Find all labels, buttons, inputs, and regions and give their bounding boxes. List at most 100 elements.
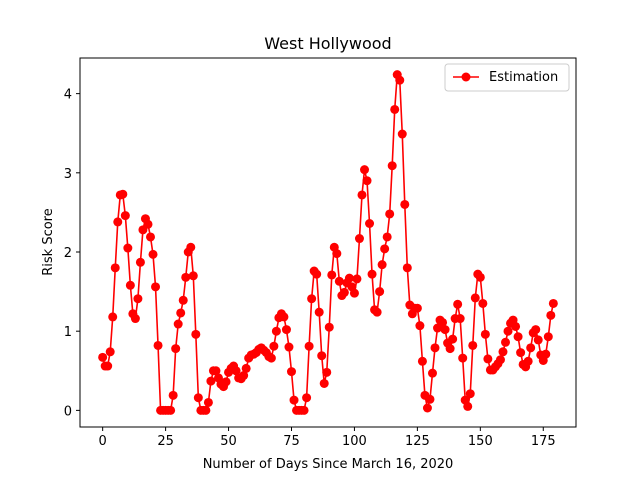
data-point (118, 189, 128, 199)
legend-label: Estimation (489, 70, 558, 85)
data-point (548, 298, 558, 308)
data-point (327, 270, 337, 280)
data-point (375, 287, 385, 297)
y-tick-label: 3 (64, 167, 72, 182)
data-point (211, 366, 221, 376)
data-point (239, 371, 249, 381)
y-tick-label: 2 (64, 246, 72, 261)
data-point (513, 332, 523, 342)
x-tick-label: 50 (220, 434, 237, 449)
data-point (151, 282, 161, 292)
chart-title: West Hollywood (264, 34, 391, 53)
data-point (125, 280, 135, 290)
data-point (148, 249, 158, 259)
data-point (120, 211, 130, 221)
data-point (176, 308, 186, 318)
data-point (483, 354, 493, 364)
data-point (302, 393, 312, 403)
data-point (546, 310, 556, 320)
data-point (533, 335, 543, 345)
y-axis: 0 1 2 3 4 (64, 88, 80, 419)
data-point (284, 342, 294, 352)
data-point (430, 343, 440, 353)
data-point (319, 378, 329, 388)
data-point (241, 363, 251, 373)
data-point (279, 312, 289, 322)
data-point (193, 393, 203, 403)
data-point (495, 355, 505, 365)
data-point (352, 274, 362, 284)
x-tick-label: 125 (405, 434, 430, 449)
data-point (168, 390, 178, 400)
data-point (458, 353, 468, 363)
y-tick-label: 1 (64, 325, 72, 340)
data-point (385, 209, 395, 219)
data-point (286, 367, 296, 377)
data-point (526, 343, 536, 353)
data-point (397, 129, 407, 139)
x-tick-label: 175 (531, 434, 556, 449)
data-point (511, 321, 521, 331)
data-point (445, 344, 455, 354)
data-point (422, 403, 432, 413)
data-point (143, 219, 153, 229)
data-point (133, 294, 143, 304)
data-point (130, 314, 140, 324)
data-point (455, 314, 465, 324)
data-point (354, 234, 364, 244)
data-point (360, 165, 370, 175)
data-point (304, 341, 314, 351)
data-point (475, 272, 485, 282)
data-point (289, 395, 299, 405)
data-point (188, 271, 198, 281)
data-point (324, 322, 334, 332)
data-point (146, 232, 155, 242)
data-point (425, 394, 435, 404)
data-point (231, 366, 241, 376)
data-point (501, 337, 510, 347)
data-point (322, 367, 332, 377)
data-point (110, 263, 120, 273)
data-point (390, 104, 400, 114)
y-axis-label: Risk Score (41, 208, 56, 276)
data-point (266, 353, 276, 363)
data-point (523, 356, 533, 366)
data-point (186, 242, 196, 252)
data-point (412, 303, 422, 313)
data-point (415, 321, 425, 331)
data-point (178, 295, 188, 305)
data-point (367, 269, 377, 279)
data-point (312, 269, 322, 279)
y-tick-label: 0 (64, 404, 72, 419)
data-point (498, 347, 508, 357)
plot-area (98, 70, 558, 415)
x-tick-label: 150 (468, 434, 493, 449)
data-point (480, 329, 490, 339)
data-point (362, 176, 372, 186)
data-point (113, 217, 123, 227)
data-point (334, 276, 344, 286)
x-axis-label: Number of Days Since March 16, 2020 (203, 457, 454, 472)
data-point (468, 340, 478, 350)
data-point (269, 341, 279, 351)
data-point (395, 75, 405, 85)
data-point (314, 307, 324, 317)
data-point (380, 244, 390, 254)
data-point (103, 361, 113, 371)
data-point (387, 161, 397, 171)
legend-marker (461, 72, 471, 82)
data-point (191, 329, 201, 339)
data-point (402, 263, 412, 273)
data-point (365, 219, 375, 228)
data-point (427, 368, 437, 378)
data-point (281, 325, 291, 335)
data-point (201, 405, 211, 415)
data-point (372, 307, 382, 317)
x-axis: 0 25 50 75 100 125 150 175 (99, 427, 556, 449)
legend: Estimation (444, 63, 570, 92)
x-tick-label: 25 (157, 434, 174, 449)
data-point (465, 389, 475, 399)
data-point (400, 199, 410, 209)
data-point (541, 349, 551, 359)
